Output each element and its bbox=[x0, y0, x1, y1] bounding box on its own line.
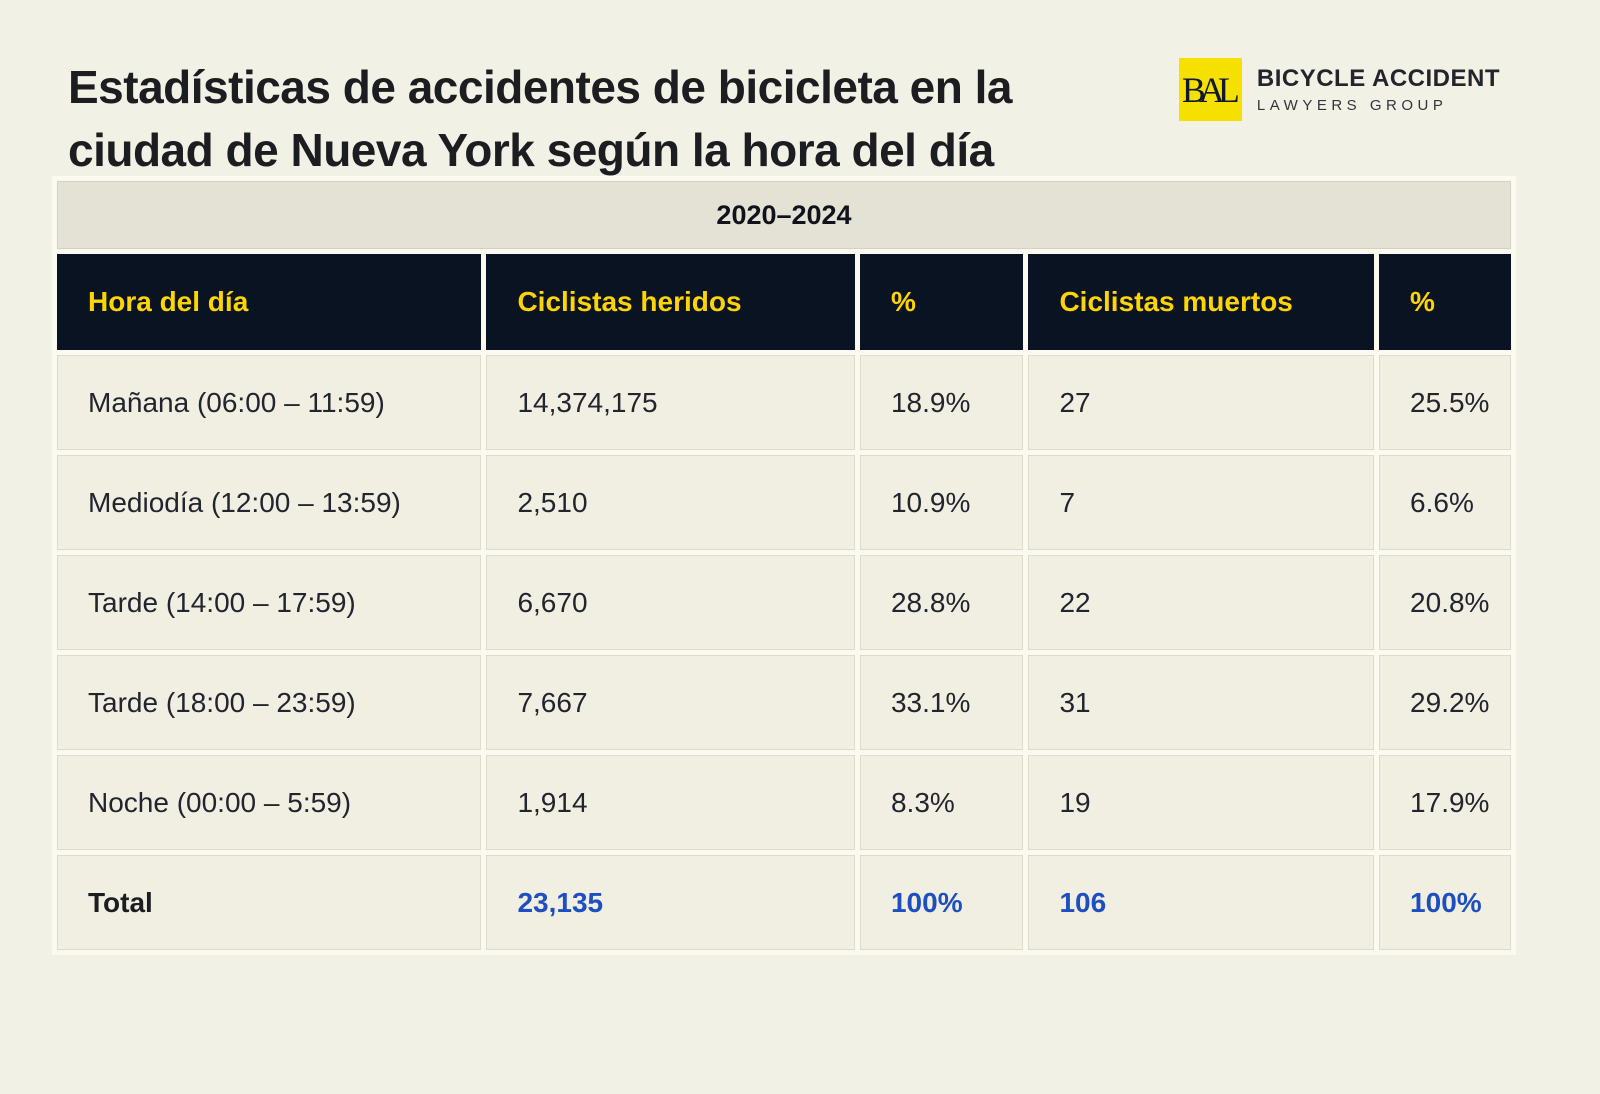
cell-heridos-pct: 33.1% bbox=[859, 655, 1024, 750]
column-header-row: Hora del día Ciclistas heridos % Ciclist… bbox=[57, 254, 1511, 350]
cell-muertos-pct: 17.9% bbox=[1379, 755, 1511, 850]
brand-name: BICYCLE ACCIDENT LAWYERS GROUP bbox=[1257, 65, 1500, 114]
table-row-manana: Mañana (06:00 – 11:59) 14,374,175 18.9% … bbox=[57, 355, 1511, 450]
cell-hora: Noche (00:00 – 5:59) bbox=[57, 755, 482, 850]
cell-muertos-pct: 6.6% bbox=[1379, 455, 1511, 550]
page-header: Estadísticas de accidentes de bicicleta … bbox=[68, 0, 1532, 176]
cell-heridos-pct: 10.9% bbox=[859, 455, 1024, 550]
cell-hora: Mañana (06:00 – 11:59) bbox=[57, 355, 482, 450]
total-label: Total bbox=[57, 855, 482, 950]
brand-logo-icon: BAL bbox=[1178, 58, 1242, 121]
cell-muertos-pct: 25.5% bbox=[1379, 355, 1511, 450]
table-row-tarde-14: Tarde (14:00 – 17:59) 6,670 28.8% 22 20.… bbox=[57, 555, 1511, 650]
cell-hora: Mediodía (12:00 – 13:59) bbox=[57, 455, 482, 550]
cell-heridos: 7,667 bbox=[486, 655, 855, 750]
table-row-noche: Noche (00:00 – 5:59) 1,914 8.3% 19 17.9% bbox=[57, 755, 1511, 850]
table-row-tarde-18: Tarde (18:00 – 23:59) 7,667 33.1% 31 29.… bbox=[57, 655, 1511, 750]
page-title-line1: Estadísticas de accidentes de bicicleta … bbox=[68, 61, 1012, 113]
accident-stats-table: 2020–2024 Hora del día Ciclistas heridos… bbox=[52, 176, 1516, 955]
page-title-line2: ciudad de Nueva York según la hora del d… bbox=[68, 124, 994, 176]
brand-logo: BAL BICYCLE ACCIDENT LAWYERS GROUP bbox=[1178, 58, 1500, 121]
brand-name-line1: BICYCLE ACCIDENT bbox=[1256, 65, 1500, 92]
total-heridos: 23,135 bbox=[486, 855, 855, 950]
cell-heridos-pct: 8.3% bbox=[859, 755, 1024, 850]
total-heridos-pct: 100% bbox=[859, 855, 1024, 950]
cell-heridos: 2,510 bbox=[486, 455, 855, 550]
cell-muertos: 31 bbox=[1028, 655, 1375, 750]
total-muertos-pct: 100% bbox=[1379, 855, 1511, 950]
period-row: 2020–2024 bbox=[57, 181, 1511, 249]
cell-muertos-pct: 29.2% bbox=[1379, 655, 1511, 750]
col-header-hora: Hora del día bbox=[57, 254, 482, 350]
cell-heridos: 6,670 bbox=[486, 555, 855, 650]
cell-muertos: 27 bbox=[1028, 355, 1375, 450]
col-header-muertos: Ciclistas muertos bbox=[1028, 254, 1375, 350]
total-muertos: 106 bbox=[1028, 855, 1375, 950]
cell-heridos: 1,914 bbox=[486, 755, 855, 850]
col-header-muertos-pct: % bbox=[1379, 254, 1511, 350]
cell-muertos: 22 bbox=[1028, 555, 1375, 650]
col-header-heridos: Ciclistas heridos bbox=[486, 254, 855, 350]
period-band: 2020–2024 bbox=[57, 181, 1511, 249]
cell-heridos-pct: 28.8% bbox=[859, 555, 1024, 650]
cell-muertos: 7 bbox=[1028, 455, 1375, 550]
cell-muertos: 19 bbox=[1028, 755, 1375, 850]
table-row-mediodia: Mediodía (12:00 – 13:59) 2,510 10.9% 7 6… bbox=[57, 455, 1511, 550]
brand-name-line2: LAWYERS GROUP bbox=[1256, 97, 1448, 114]
cell-hora: Tarde (18:00 – 23:59) bbox=[57, 655, 482, 750]
cell-hora: Tarde (14:00 – 17:59) bbox=[57, 555, 482, 650]
table-row-total: Total 23,135 100% 106 100% bbox=[57, 855, 1511, 950]
cell-muertos-pct: 20.8% bbox=[1379, 555, 1511, 650]
brand-monogram: BAL bbox=[1181, 69, 1240, 110]
col-header-heridos-pct: % bbox=[859, 254, 1024, 350]
cell-heridos-pct: 18.9% bbox=[859, 355, 1024, 450]
page-title: Estadísticas de accidentes de bicicleta … bbox=[68, 56, 1168, 182]
cell-heridos: 14,374,175 bbox=[486, 355, 855, 450]
